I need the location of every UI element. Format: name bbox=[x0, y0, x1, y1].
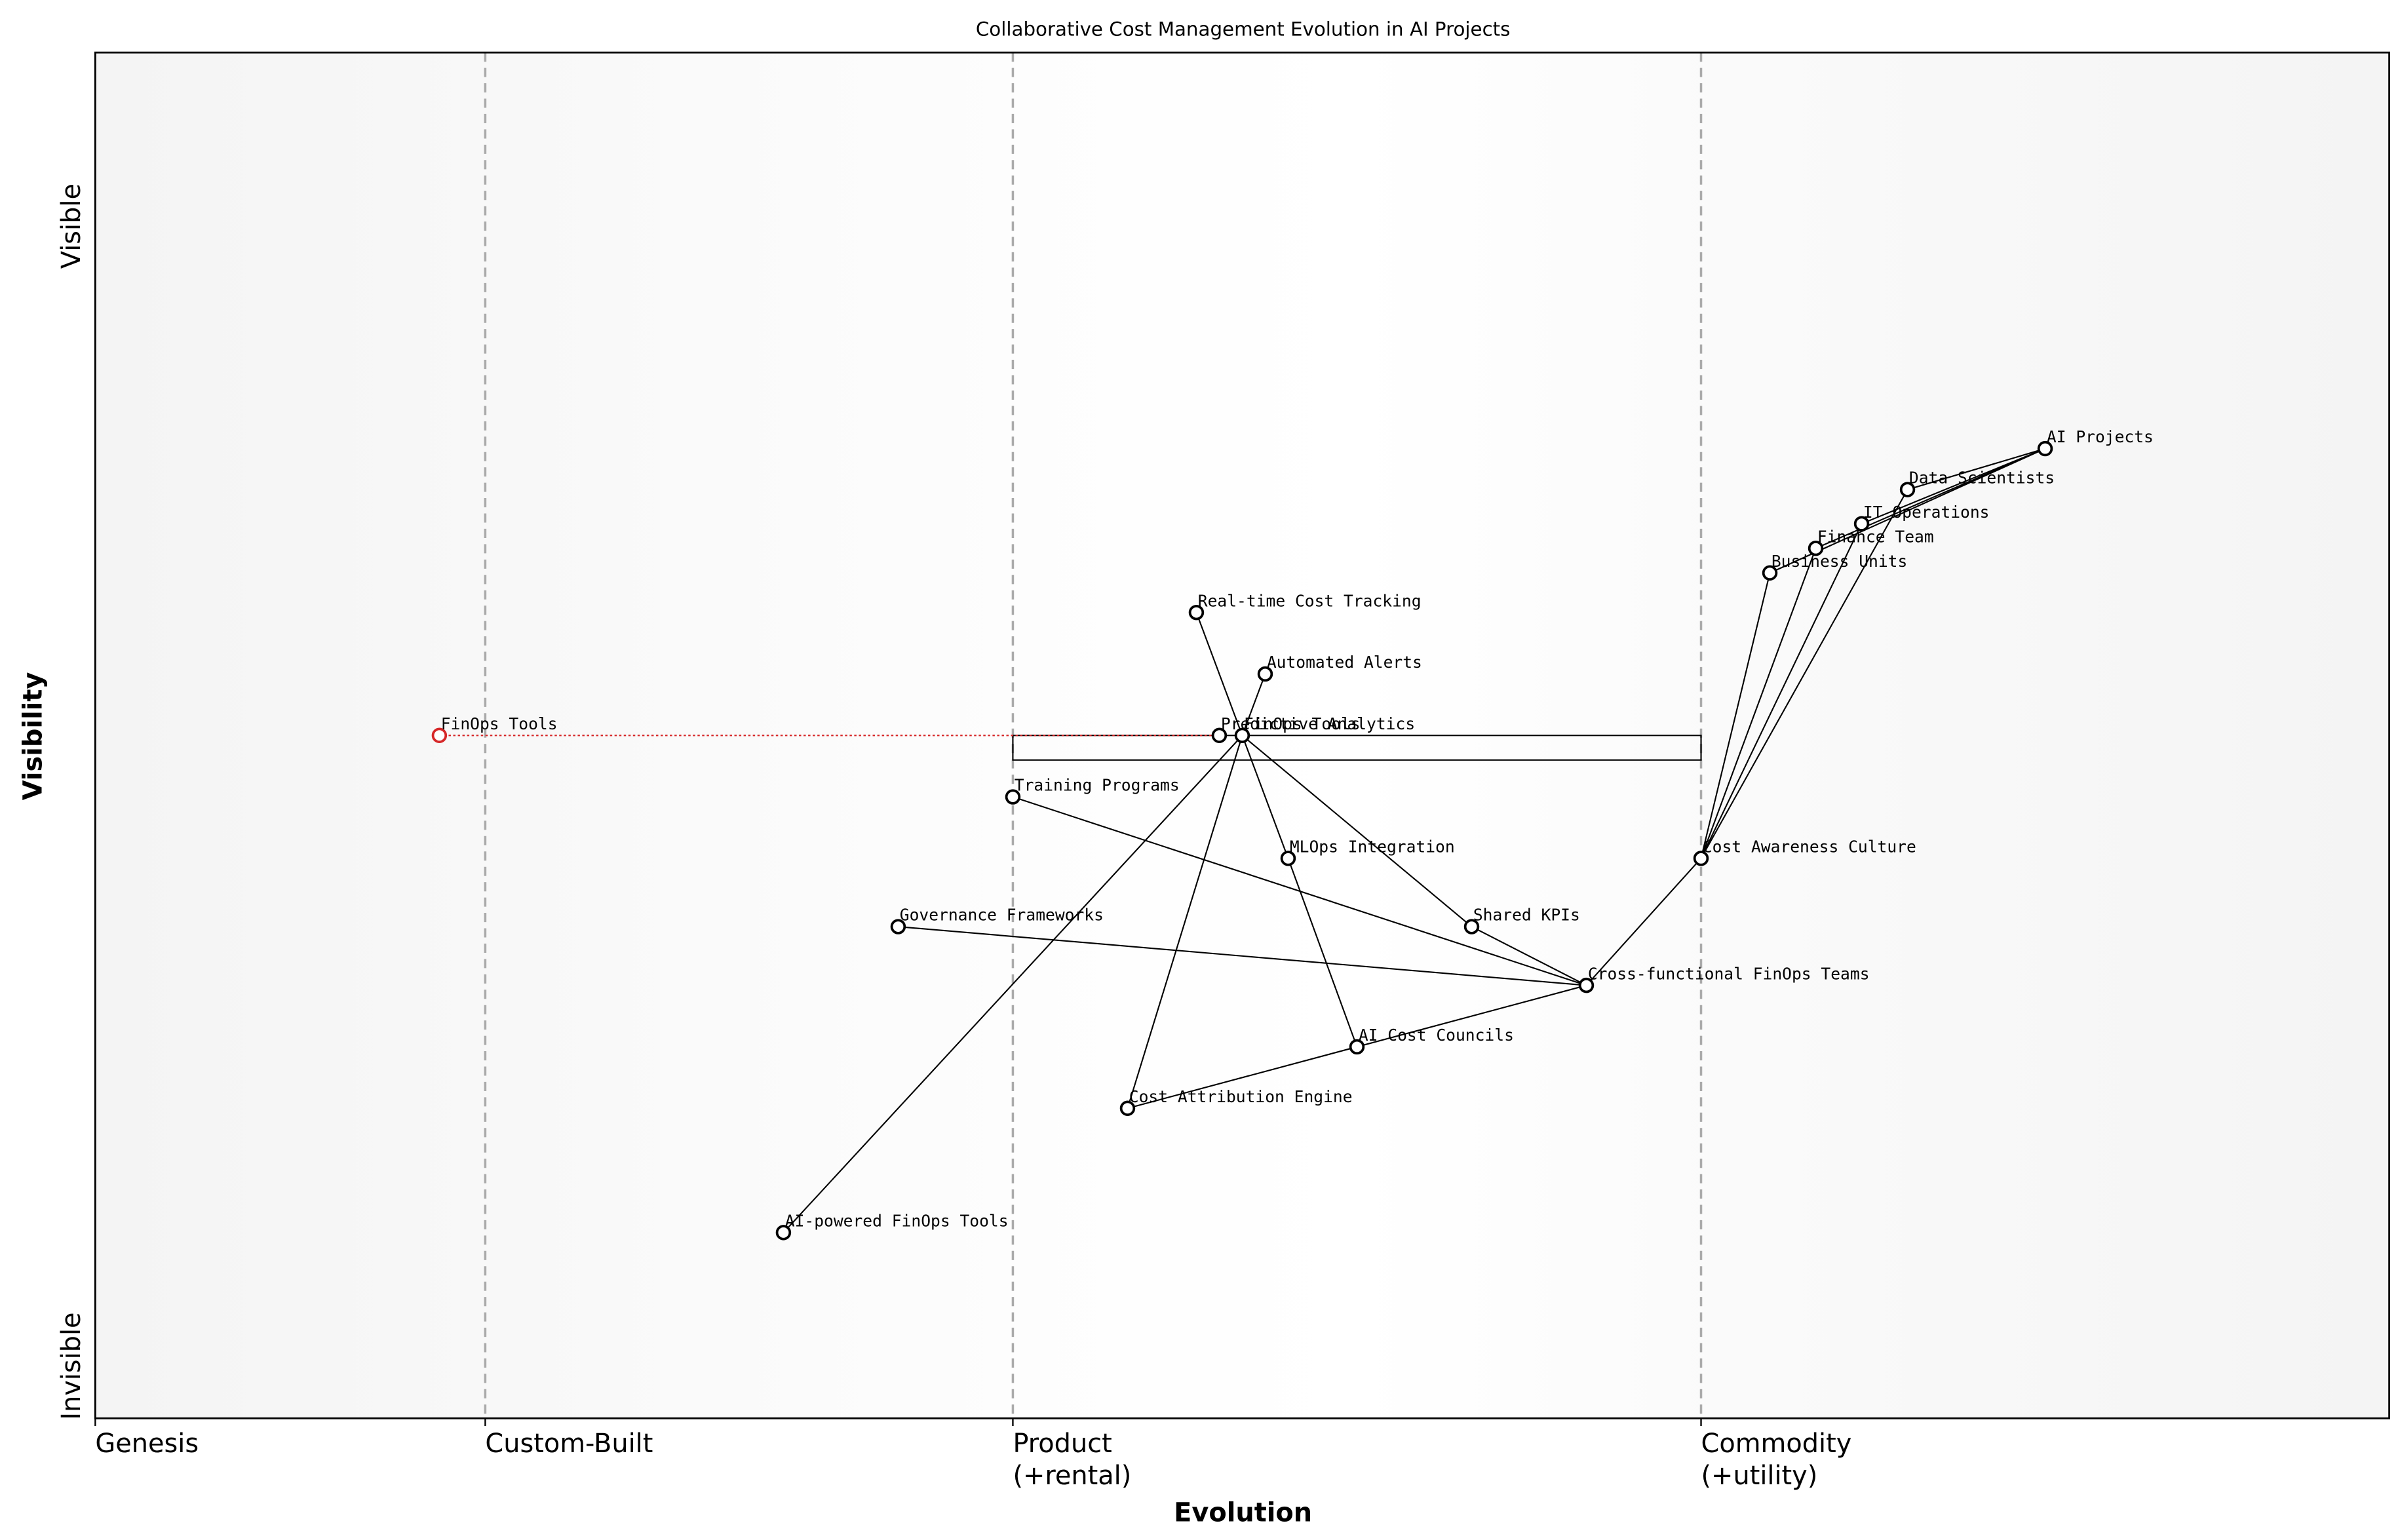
link bbox=[1287, 858, 1358, 1047]
component-label: Real-time Cost Tracking bbox=[1198, 591, 1422, 610]
evolve-label: FinOps Tools bbox=[441, 714, 558, 733]
pipeline bbox=[1012, 735, 1702, 761]
stage-label-line: Product bbox=[1013, 1429, 1112, 1459]
stage-label-line: Custom-Built bbox=[485, 1429, 653, 1459]
component-label: Cross-functional FinOps Teams bbox=[1588, 964, 1870, 983]
plot-frame bbox=[94, 51, 2390, 1419]
link bbox=[1585, 858, 1702, 986]
stage-label: Genesis bbox=[95, 1429, 199, 1459]
link bbox=[1861, 448, 2045, 525]
component-label: IT Operations bbox=[1863, 503, 1990, 522]
component-label: AI-powered FinOps Tools bbox=[785, 1212, 1009, 1231]
component-label: FinOps Tools bbox=[1244, 714, 1361, 733]
component-node bbox=[1762, 565, 1778, 581]
component-label: Training Programs bbox=[1015, 776, 1180, 795]
link bbox=[1195, 612, 1243, 736]
component-node bbox=[1808, 540, 1824, 556]
stage-label-line: (+rental) bbox=[1013, 1461, 1131, 1491]
stage-label-line: Genesis bbox=[95, 1429, 199, 1459]
component-label: Governance Frameworks bbox=[900, 906, 1104, 925]
component-label: Shared KPIs bbox=[1473, 906, 1580, 925]
link bbox=[783, 735, 1243, 1233]
component-node bbox=[2037, 440, 2053, 457]
component-node bbox=[1280, 851, 1296, 866]
component-label: Automated Alerts bbox=[1267, 653, 1422, 672]
link bbox=[1241, 674, 1266, 736]
chart-title: Collaborative Cost Management Evolution … bbox=[976, 18, 1511, 40]
evolve-node bbox=[431, 727, 448, 743]
link bbox=[1700, 572, 1771, 859]
link bbox=[1127, 735, 1243, 1109]
component-node bbox=[1853, 516, 1870, 531]
component-node bbox=[1899, 482, 1916, 497]
component-label: AI Projects bbox=[2047, 427, 2154, 446]
link bbox=[1127, 1046, 1357, 1109]
link bbox=[1907, 448, 2045, 491]
link bbox=[1241, 735, 1289, 859]
component-node bbox=[890, 919, 906, 934]
component-node bbox=[1188, 604, 1205, 621]
component-node bbox=[775, 1225, 792, 1241]
link bbox=[1700, 523, 1863, 859]
component-node bbox=[1578, 977, 1595, 993]
stage-label: Product (+rental) bbox=[1013, 1429, 1131, 1491]
link bbox=[1700, 489, 1908, 859]
stage-label: Custom-Built bbox=[485, 1429, 653, 1459]
component-node bbox=[1693, 851, 1709, 866]
component-node bbox=[1234, 727, 1250, 743]
component-label: Data Scientists bbox=[1909, 469, 2055, 488]
x-axis-title: Evolution bbox=[1174, 1497, 1312, 1528]
component-node bbox=[1349, 1039, 1365, 1055]
link bbox=[1357, 984, 1587, 1048]
y-bottom-label: Invisible bbox=[56, 1312, 87, 1419]
stage-label: Commodity (+utility) bbox=[1701, 1429, 1852, 1491]
component-node bbox=[1119, 1100, 1136, 1116]
component-node bbox=[1005, 789, 1021, 805]
component-label: Cost Awareness Culture bbox=[1703, 837, 1916, 856]
component-node bbox=[1211, 727, 1228, 743]
component-label: Business Units bbox=[1771, 552, 1907, 571]
stage-label-line: Commodity bbox=[1701, 1429, 1852, 1459]
stage-label-line: (+utility) bbox=[1701, 1461, 1818, 1491]
component-node bbox=[1463, 919, 1480, 934]
component-label: Predictive Analytics bbox=[1221, 714, 1415, 733]
link bbox=[898, 925, 1587, 986]
component-label: Finance Team bbox=[1817, 527, 1934, 546]
y-axis-title: Visibility bbox=[18, 672, 48, 801]
component-label: Cost Attribution Engine bbox=[1129, 1087, 1353, 1106]
component-node bbox=[1257, 666, 1273, 682]
link bbox=[1700, 548, 1817, 859]
component-label: MLOps Integration bbox=[1290, 837, 1455, 856]
y-top-label: Visible bbox=[56, 183, 87, 269]
component-label: AI Cost Councils bbox=[1359, 1026, 1514, 1045]
link bbox=[1471, 926, 1587, 986]
link bbox=[1241, 735, 1473, 927]
